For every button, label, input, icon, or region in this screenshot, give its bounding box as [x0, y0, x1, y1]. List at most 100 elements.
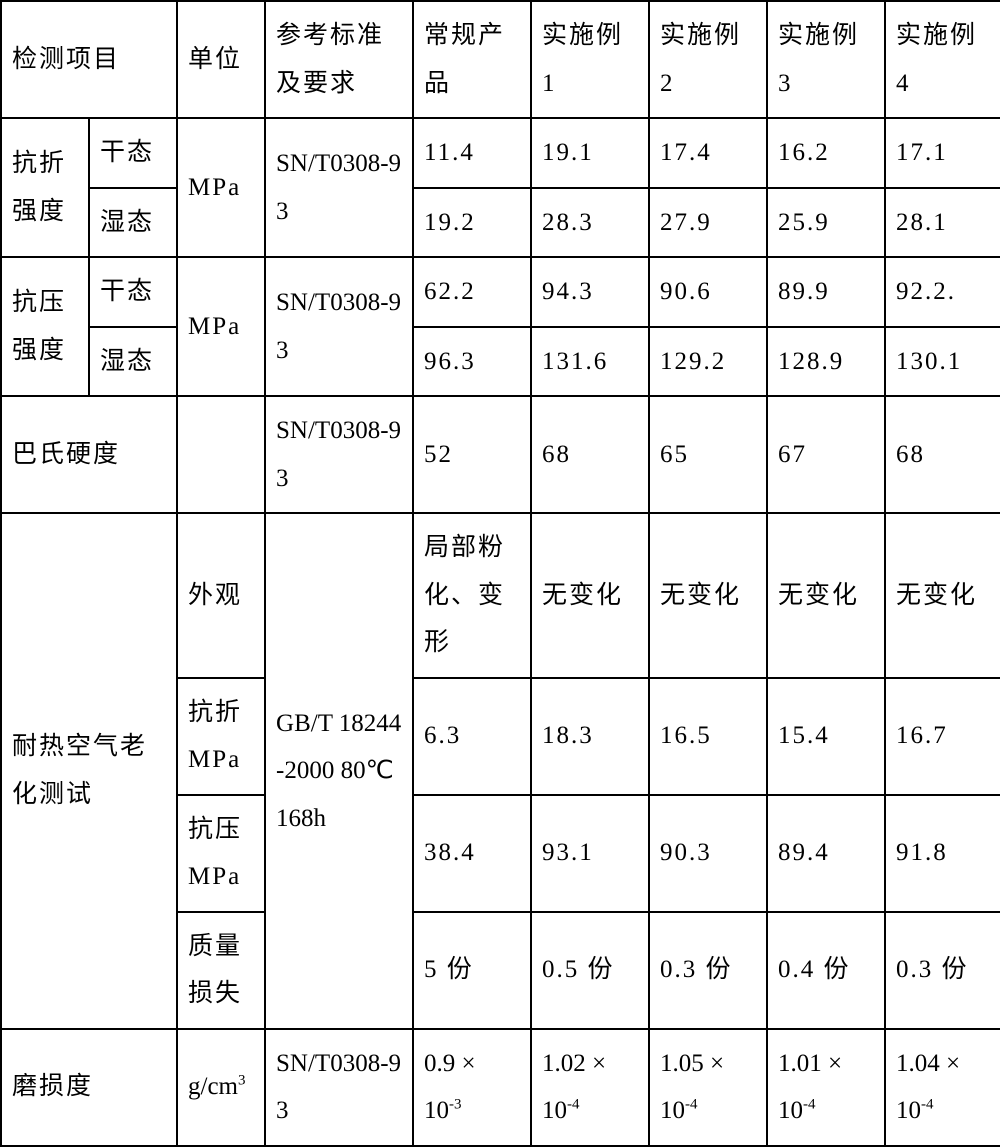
val-a: 1.04 ×: [896, 1050, 960, 1077]
cell: 0.3 份: [885, 912, 1000, 1029]
row-label: 抗折强度: [1, 118, 89, 257]
table-row: 耐热空气老化测试 外观 GB/T 18244-2000 80℃ 168h 局部粉…: [1, 513, 1000, 678]
table-row: 巴氏硬度 SN/T0308-93 52 68 65 67 68: [1, 396, 1000, 513]
row-cond: 抗压MPa: [177, 795, 265, 912]
header-ex4: 实施例 4: [885, 1, 1000, 118]
cell: 128.9: [767, 327, 885, 397]
cell: 无变化: [531, 513, 649, 678]
val-a: 1.05 ×: [660, 1050, 724, 1077]
row-unit: g/cm3: [177, 1029, 265, 1146]
row-cond: 湿态: [89, 327, 177, 397]
table-row: 抗压强度 干态 MPa SN/T0308-93 62.2 94.3 90.6 8…: [1, 257, 1000, 327]
val-a: 0.9 ×: [424, 1050, 476, 1077]
cell: 16.7: [885, 678, 1000, 795]
cell: 28.1: [885, 188, 1000, 258]
val-a: 1.01 ×: [778, 1050, 842, 1077]
unit-base: g/cm: [188, 1073, 238, 1100]
row-label: 磨损度: [1, 1029, 177, 1146]
cell: 67: [767, 396, 885, 513]
header-test-item: 检测项目: [1, 1, 177, 118]
cell: 68: [885, 396, 1000, 513]
row-std: SN/T0308-93: [265, 1029, 413, 1146]
val-b: 10: [542, 1097, 567, 1124]
cell: 1.01 × 10-4: [767, 1029, 885, 1146]
cell: 无变化: [767, 513, 885, 678]
table-container: 检测项目 单位 参考标准及要求 常规产品 实施例 1 实施例 2 实施例 3 实…: [0, 0, 1000, 1147]
cell: 局部粉化、变形: [413, 513, 531, 678]
cell: 19.2: [413, 188, 531, 258]
cell: 17.4: [649, 118, 767, 188]
cell: 0.9 × 10-3: [413, 1029, 531, 1146]
header-ex1: 实施例 1: [531, 1, 649, 118]
row-std: SN/T0308-93: [265, 257, 413, 396]
cell: 90.3: [649, 795, 767, 912]
val-a: 1.02 ×: [542, 1050, 606, 1077]
row-label: 耐热空气老化测试: [1, 513, 177, 1029]
val-s: -4: [803, 1097, 816, 1113]
cell: 89.9: [767, 257, 885, 327]
val-b: 10: [778, 1097, 803, 1124]
val-s: -4: [567, 1097, 580, 1113]
row-cond: 抗折MPa: [177, 678, 265, 795]
cell: 28.3: [531, 188, 649, 258]
cell: 131.6: [531, 327, 649, 397]
row-std: SN/T0308-93: [265, 396, 413, 513]
cell: 91.8: [885, 795, 1000, 912]
val-s: -4: [685, 1097, 698, 1113]
cell: 16.2: [767, 118, 885, 188]
cell: 65: [649, 396, 767, 513]
row-unit: MPa: [177, 118, 265, 257]
cell: 5 份: [413, 912, 531, 1029]
cell: 6.3: [413, 678, 531, 795]
header-standard: 参考标准及要求: [265, 1, 413, 118]
cell: 19.1: [531, 118, 649, 188]
val-b: 10: [424, 1097, 449, 1124]
cell: 38.4: [413, 795, 531, 912]
val-s: -3: [449, 1097, 462, 1113]
unit-sup: 3: [238, 1073, 246, 1089]
row-unit: MPa: [177, 257, 265, 396]
table-row: 磨损度 g/cm3 SN/T0308-93 0.9 × 10-3 1.02 × …: [1, 1029, 1000, 1146]
cell: 96.3: [413, 327, 531, 397]
row-cond: 干态: [89, 118, 177, 188]
header-unit: 单位: [177, 1, 265, 118]
cell: 93.1: [531, 795, 649, 912]
cell: 0.5 份: [531, 912, 649, 1029]
cell: 17.1: [885, 118, 1000, 188]
cell: 62.2: [413, 257, 531, 327]
cell: 92.2.: [885, 257, 1000, 327]
row-label: 抗压强度: [1, 257, 89, 396]
row-cond: 干态: [89, 257, 177, 327]
cell: 27.9: [649, 188, 767, 258]
table-row: 抗折强度 干态 MPa SN/T0308-93 11.4 19.1 17.4 1…: [1, 118, 1000, 188]
cell: 52: [413, 396, 531, 513]
cell: 1.02 × 10-4: [531, 1029, 649, 1146]
cell: 130.1: [885, 327, 1000, 397]
cell: 无变化: [649, 513, 767, 678]
cell: 15.4: [767, 678, 885, 795]
cell: 1.04 × 10-4: [885, 1029, 1000, 1146]
cell: 1.05 × 10-4: [649, 1029, 767, 1146]
header-ex2: 实施例 2: [649, 1, 767, 118]
row-label: 巴氏硬度: [1, 396, 177, 513]
cell: 89.4: [767, 795, 885, 912]
cell: 90.6: [649, 257, 767, 327]
row-cond: 质量损失: [177, 912, 265, 1029]
cell: 16.5: [649, 678, 767, 795]
row-cond: 湿态: [89, 188, 177, 258]
cell: 11.4: [413, 118, 531, 188]
cell: 0.3 份: [649, 912, 767, 1029]
cell: 25.9: [767, 188, 885, 258]
row-cond: 外观: [177, 513, 265, 678]
cell: 无变化: [885, 513, 1000, 678]
cell: 129.2: [649, 327, 767, 397]
cell: 94.3: [531, 257, 649, 327]
cell: 0.4 份: [767, 912, 885, 1029]
table-row: 湿态 19.2 28.3 27.9 25.9 28.1: [1, 188, 1000, 258]
row-std: GB/T 18244-2000 80℃ 168h: [265, 513, 413, 1029]
val-s: -4: [921, 1097, 934, 1113]
table-row: 湿态 96.3 131.6 129.2 128.9 130.1: [1, 327, 1000, 397]
val-b: 10: [896, 1097, 921, 1124]
table-row: 检测项目 单位 参考标准及要求 常规产品 实施例 1 实施例 2 实施例 3 实…: [1, 1, 1000, 118]
spec-table: 检测项目 单位 参考标准及要求 常规产品 实施例 1 实施例 2 实施例 3 实…: [0, 0, 1000, 1147]
